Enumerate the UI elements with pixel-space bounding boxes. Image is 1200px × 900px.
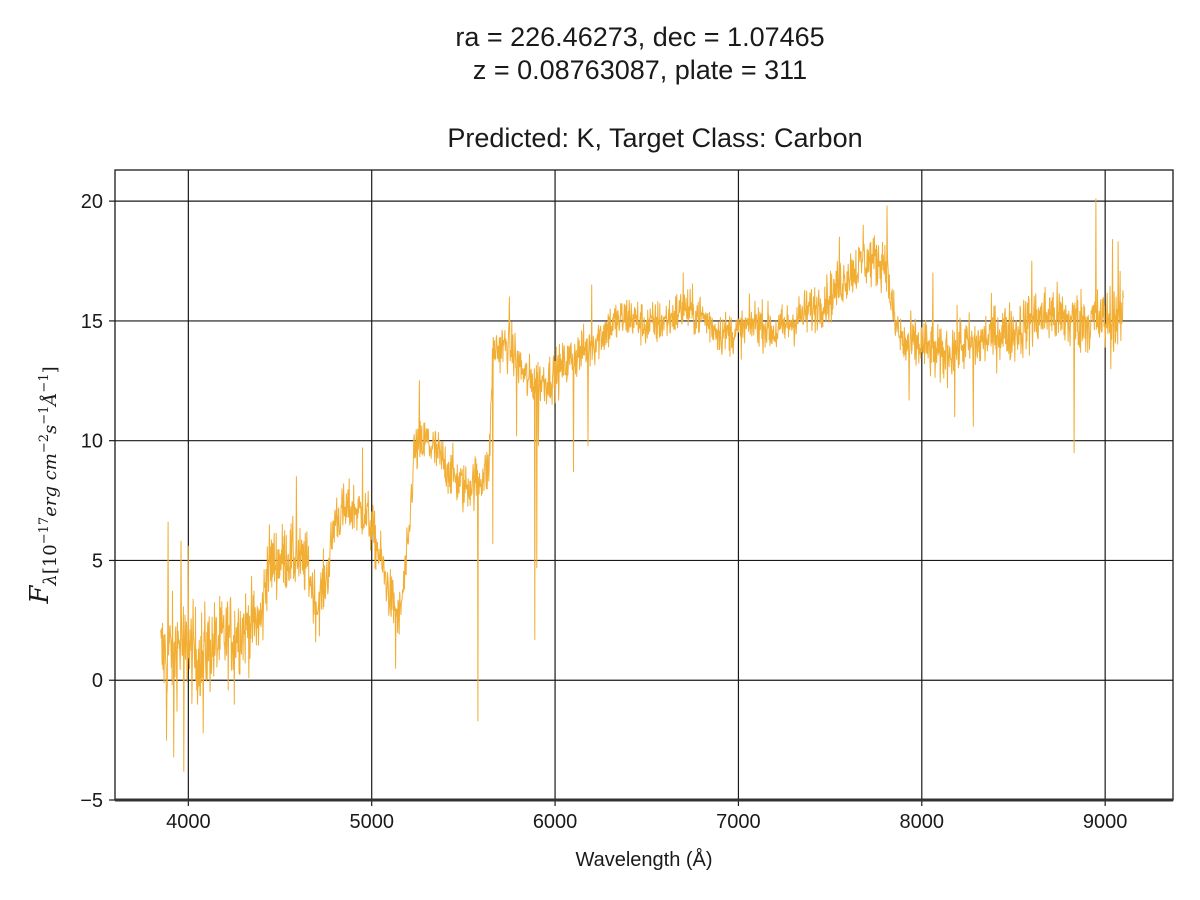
spectrum-series bbox=[160, 198, 1124, 772]
x-tick-label: 6000 bbox=[533, 811, 578, 833]
x-tick-label: 5000 bbox=[349, 811, 394, 833]
y-axis-label: Fλ[10−17erg cm−2s−1Å−1] bbox=[25, 366, 61, 604]
grid-lines bbox=[115, 170, 1173, 801]
y-tick-label: −5 bbox=[80, 790, 103, 812]
y-tick-label: 10 bbox=[81, 431, 103, 453]
x-tick-label: 9000 bbox=[1083, 811, 1128, 833]
axis-ticks: 4000 5000 6000 7000 8000 9000 −5 0 5 10 15 20 bbox=[80, 191, 1127, 833]
x-tick-label: 8000 bbox=[900, 811, 945, 833]
y-tick-label: 15 bbox=[81, 311, 103, 333]
y-tick-label: 5 bbox=[92, 550, 103, 572]
y-tick-label: 0 bbox=[92, 670, 103, 692]
x-tick-label: 7000 bbox=[716, 811, 761, 833]
spectrum-line bbox=[160, 198, 1124, 772]
chart-title-line-2: z = 0.08763087, plate = 311 bbox=[472, 55, 808, 85]
y-tick-label: 20 bbox=[81, 191, 103, 213]
x-tick-label: 4000 bbox=[166, 811, 211, 833]
x-axis-label: Wavelength (Å) bbox=[575, 848, 712, 871]
axes-frame bbox=[114, 169, 1174, 801]
chart-title-line-3: Predicted: K, Target Class: Carbon bbox=[447, 123, 863, 153]
chart-title-line-1: ra = 226.46273, dec = 1.07465 bbox=[455, 22, 825, 52]
